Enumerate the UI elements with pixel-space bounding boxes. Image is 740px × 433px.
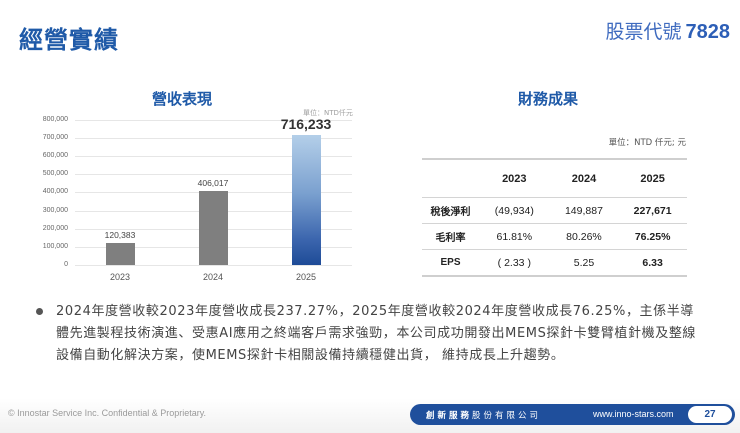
footer-bar: 創新服務股份有限公司 www.inno-stars.com 27 [410,404,735,425]
page-title: 經營實績 [19,26,119,54]
bar-value-label: 120,383 [104,230,136,240]
table-row: 稅後淨利 (49,934) 149,887 227,671 [422,197,687,224]
table-row: 毛利率 61.81% 80.26% 76.25% [422,223,687,250]
column-header: 2025 [640,172,665,185]
y-tick: 300,000 [42,207,68,214]
x-tick: 2024 [202,272,224,282]
gridline [75,138,352,139]
row-label: EPS [422,249,479,276]
table-cell: 227,671 [618,197,687,224]
x-tick: 2023 [109,272,131,282]
bar-value-label: 406,017 [197,178,229,188]
bar-2024 [199,191,228,265]
column-header [422,159,479,198]
summary-bullet: 2024年度營收較2023年度營收成長237.27%，2025年度營收較2024… [36,301,706,367]
bar-value-label-highlight: 716,233 [280,116,332,132]
column-header: 2023 [502,172,527,185]
table-cell: 76.25% [618,223,687,250]
row-label: 毛利率 [422,223,479,250]
table-header-row: 2023 2024 2025 [422,159,687,198]
summary-text: 2024年度營收較2023年度營收成長237.27%，2025年度營收較2024… [56,304,697,363]
gridline [75,265,352,266]
bullet-icon [36,308,43,315]
financials-table: 2023 2024 2025 稅後淨利 (49,934) 149,887 227… [422,158,687,277]
gridline [75,174,352,175]
gridline [75,156,352,157]
table-cell: 80.26% [549,223,619,250]
stock-code-number: 7828 [685,21,731,43]
y-tick: 100,000 [42,243,68,250]
revenue-section-title: 營收表現 [152,90,213,108]
y-tick: 600,000 [42,152,68,159]
gridline [75,120,352,121]
website-link[interactable]: www.inno-stars.com [593,409,674,419]
copyright-notice: © Innostar Service Inc. Confidential & P… [8,408,207,418]
stock-code: 股票代號 7828 [605,17,730,44]
company-name: 創新服務股份有限公司 [426,409,541,421]
table-cell: 61.81% [479,223,550,250]
table-cell: ( 2.33 ) [479,249,550,276]
y-tick: 800,000 [42,116,68,123]
y-tick: 200,000 [42,225,68,232]
bar-2023 [106,243,135,265]
y-tick: 0 [64,261,68,268]
financials-section-title: 財務成果 [518,90,579,108]
x-tick: 2025 [295,272,317,282]
company-name-bold: 創新服務 [426,411,473,421]
table-unit-label: 單位：NTD 仟元; 元 [608,138,686,148]
y-tick: 700,000 [42,134,68,141]
table-row: EPS ( 2.33 ) 5.25 6.33 [422,249,687,276]
page-number: 27 [688,406,732,423]
stock-code-label: 股票代號 [605,21,682,43]
chart-unit-label: 單位：NTD仟元 [303,109,353,117]
bar-2025 [292,135,321,265]
table-cell: 5.25 [549,249,619,276]
table-cell: 6.33 [618,249,687,276]
company-name-rest: 股份有限公司 [472,411,542,421]
y-tick: 500,000 [42,170,68,177]
table-cell: (49,934) [479,197,550,224]
revenue-bar-chart: 0 100,000 200,000 300,000 400,000 500,00… [30,108,360,288]
row-label: 稅後淨利 [422,197,479,224]
column-header: 2024 [571,172,597,185]
table-cell: 149,887 [549,197,619,224]
y-tick: 400,000 [42,188,68,195]
